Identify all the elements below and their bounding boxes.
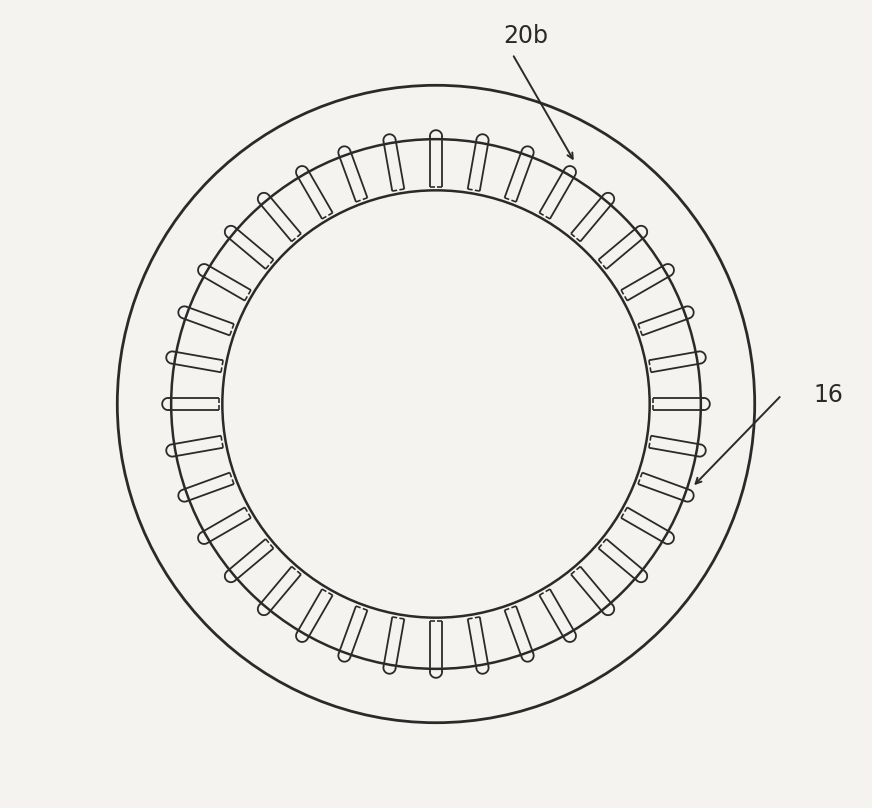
Text: 20b: 20b: [503, 24, 548, 48]
Text: 16: 16: [813, 383, 843, 407]
